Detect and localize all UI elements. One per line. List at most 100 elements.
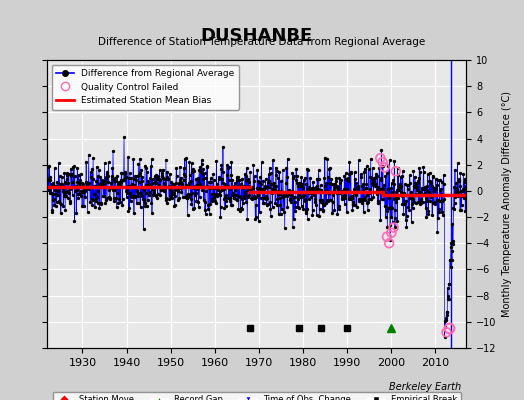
Point [122, 174, 130, 180]
Point [68, 171, 76, 177]
Point [414, 199, 422, 205]
Point [76, 182, 84, 189]
Point [429, 174, 437, 180]
Point [54, 192, 62, 198]
Point [73, 164, 82, 171]
Point [427, 180, 435, 186]
Point [310, 192, 318, 198]
Point [295, 192, 303, 198]
Point [128, 183, 137, 190]
Point [249, 162, 258, 168]
Point [95, 167, 103, 173]
Point [384, 163, 392, 169]
Point [330, 187, 338, 193]
Point [292, 177, 301, 183]
Point [189, 206, 197, 213]
Point [137, 167, 146, 174]
Point [332, 175, 340, 181]
Point [103, 171, 112, 178]
Point [304, 167, 312, 173]
Point [396, 174, 405, 181]
Point [311, 199, 320, 206]
Point [361, 194, 369, 200]
Point [459, 170, 467, 177]
Point [258, 195, 267, 202]
Point [276, 191, 284, 198]
Point [454, 178, 463, 184]
Point [284, 188, 292, 195]
Point [263, 184, 271, 190]
Point [293, 180, 301, 186]
Point [43, 175, 52, 182]
Point [421, 190, 429, 196]
Point [256, 208, 264, 215]
Point [98, 180, 106, 186]
Point [353, 204, 361, 210]
Point [302, 206, 311, 212]
Point [350, 199, 358, 206]
Point [416, 201, 424, 207]
Point [337, 177, 345, 183]
Point [329, 192, 337, 199]
Point [303, 166, 311, 172]
Point [178, 182, 187, 189]
Point [176, 177, 184, 183]
Point [221, 194, 230, 200]
Point [201, 210, 210, 217]
Point [330, 181, 338, 187]
Point [400, 190, 408, 196]
Point [226, 195, 234, 202]
Point [256, 174, 264, 180]
Point [80, 202, 88, 209]
Point [408, 195, 416, 201]
Point [418, 185, 427, 191]
Point [225, 164, 233, 170]
Point [312, 211, 321, 218]
Point [386, 222, 394, 228]
Point [180, 156, 189, 162]
Point [237, 196, 246, 202]
Point [255, 179, 264, 185]
Point [194, 198, 202, 205]
Point [452, 185, 461, 192]
Point [368, 175, 376, 182]
Point [315, 206, 324, 212]
Point [52, 191, 60, 197]
Point [223, 172, 231, 179]
Point [78, 189, 86, 195]
Point [401, 200, 409, 206]
Point [374, 184, 383, 190]
Point [214, 187, 222, 193]
Point [454, 189, 463, 196]
Point [230, 183, 238, 190]
Point [170, 181, 178, 187]
Point [344, 188, 352, 194]
Point [162, 197, 170, 203]
Point [103, 169, 111, 175]
Point [313, 183, 322, 189]
Point [315, 213, 323, 220]
Point [188, 190, 196, 196]
Point [377, 177, 385, 183]
Point [216, 204, 225, 210]
Point [46, 174, 54, 180]
Point [87, 174, 95, 180]
Point [100, 159, 108, 166]
Point [401, 216, 410, 223]
Point [119, 177, 127, 184]
Point [364, 207, 372, 214]
Point [444, 293, 453, 299]
Point [192, 176, 200, 182]
Point [60, 170, 69, 176]
Point [369, 181, 377, 188]
Point [373, 191, 381, 198]
Point [322, 180, 331, 186]
Point [173, 184, 181, 190]
Point [171, 193, 179, 200]
Point [363, 163, 371, 169]
Point [334, 206, 343, 212]
Point [95, 205, 104, 211]
Point [102, 175, 110, 182]
Point [355, 196, 364, 202]
Point [311, 196, 319, 202]
